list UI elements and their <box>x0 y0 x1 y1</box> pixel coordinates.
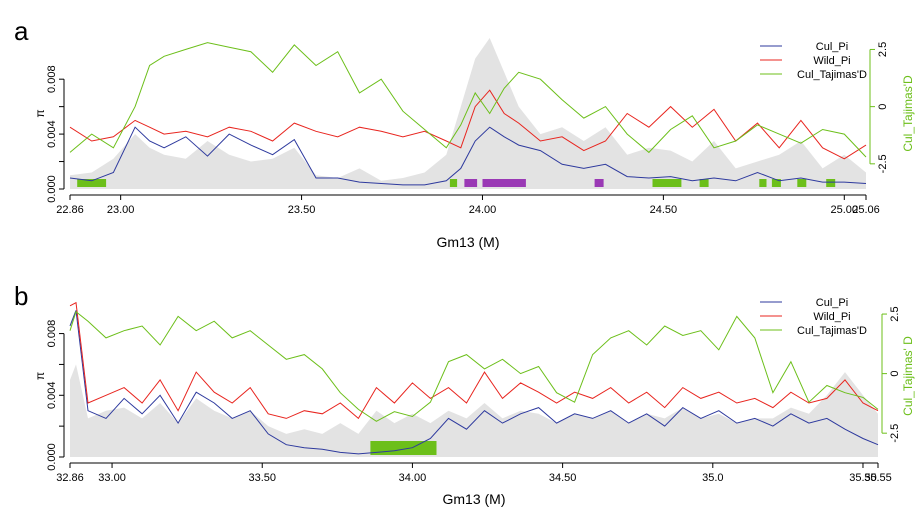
y-tick-label: 0.004 <box>46 382 58 410</box>
y2-axis-label: Cul_Tajimas'D <box>901 75 915 152</box>
legend: Cul_Pi Wild_Pi Cul_Tajimas'D <box>760 41 867 81</box>
x-tick-label: 25.00 <box>831 204 859 216</box>
background-area <box>70 38 866 189</box>
legend-label: Cul_Tajimas'D <box>797 69 867 81</box>
y2-tick-label: 2.5 <box>889 306 901 321</box>
region-marker-green <box>652 179 682 187</box>
series-line-1 <box>69 301 879 420</box>
series-line-1 <box>69 89 867 160</box>
x-tick-label: 33.00 <box>98 472 126 484</box>
x-tick-label: 24.50 <box>650 204 678 216</box>
series-line-2 <box>69 42 867 158</box>
panel-label: a <box>14 16 29 46</box>
x-tick-label: 34.50 <box>549 472 577 484</box>
x-axis-label: Gm13 (M) <box>437 234 500 250</box>
x-tick-label: 23.50 <box>288 204 316 216</box>
y2-tick-label: -2.5 <box>877 154 889 173</box>
y2-tick-label: 0 <box>889 371 901 377</box>
legend-label: Cul_Pi <box>816 297 848 309</box>
region-marker-purple <box>464 179 478 187</box>
x-tick-label: 32.86 <box>56 472 84 484</box>
y-tick-label: 0.000 <box>46 175 58 203</box>
region-marker-green <box>826 179 836 187</box>
legend-label: Wild_Pi <box>813 55 850 67</box>
background-area <box>70 364 878 457</box>
x-tick-label: 35.55 <box>864 472 892 484</box>
region-marker-purple <box>594 179 604 187</box>
legend-label: Cul_Pi <box>816 41 848 53</box>
region-marker-green <box>77 179 107 187</box>
series-line-0 <box>69 126 867 186</box>
y-tick-label: 0.008 <box>46 320 58 348</box>
x-tick-label: 22.86 <box>56 204 84 216</box>
x-tick-label: 25.06 <box>852 204 880 216</box>
region-marker-green <box>771 179 781 187</box>
y2-tick-label: -2.5 <box>889 424 901 443</box>
y-tick-label: 0.008 <box>46 65 58 93</box>
region-marker-green <box>449 179 458 187</box>
legend: Cul_Pi Wild_Pi Cul_Tajimas'D <box>760 297 867 337</box>
legend-label: Cul_Tajimas'D <box>797 325 867 337</box>
x-tick-label: 33.50 <box>248 472 276 484</box>
region-marker-purple <box>482 179 526 187</box>
x-tick-label: 23.00 <box>107 204 135 216</box>
region-marker-green <box>797 179 807 187</box>
y2-tick-label: 2.5 <box>877 42 889 57</box>
x-tick-label: 35.0 <box>702 472 723 484</box>
y-axis-label: π <box>33 109 47 117</box>
x-tick-label: 34.00 <box>399 472 427 484</box>
y2-axis-label: Cul_Tajimas' D <box>901 336 915 416</box>
x-axis-label: Gm13 (M) <box>443 491 506 507</box>
legend-label: Wild_Pi <box>813 311 850 323</box>
y-axis-label: π <box>33 372 47 380</box>
x-tick-label: 24.00 <box>469 204 497 216</box>
y2-tick-label: 0 <box>877 104 889 110</box>
panel-label: b <box>14 281 28 311</box>
y-tick-label: 0.004 <box>46 120 58 148</box>
region-marker-green <box>759 179 767 187</box>
y-tick-label: 0.000 <box>46 443 58 471</box>
series-line-2 <box>69 310 879 422</box>
region-marker-green <box>699 179 709 187</box>
series-line-0 <box>69 310 879 455</box>
x-tick-label: 35.50 <box>849 472 877 484</box>
region-marker-green <box>370 441 437 455</box>
